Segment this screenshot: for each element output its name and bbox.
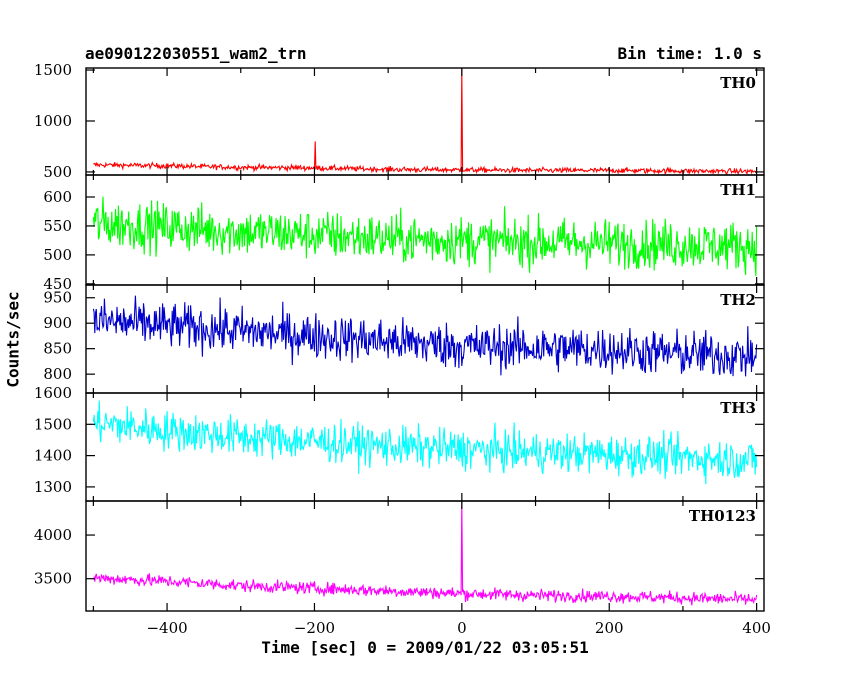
panel-label-th0123: TH0123 [689, 507, 756, 525]
panel-label-th2: TH2 [720, 291, 756, 309]
y-tick-label: 4000 [34, 526, 72, 544]
y-tick-label: 950 [43, 289, 72, 307]
y-tick-label: 1500 [34, 415, 72, 433]
series-line-th1 [92, 196, 758, 277]
x-tick-label: 400 [742, 619, 771, 637]
x-tick-label: −400 [146, 619, 187, 637]
panel-frame-th0123 [85, 500, 765, 612]
y-tick-label: 900 [43, 314, 72, 332]
y-tick-label: 450 [43, 275, 72, 293]
x-tick-label: −200 [294, 619, 335, 637]
series-line-th0123 [92, 500, 758, 606]
panel-label-th1: TH1 [720, 181, 756, 199]
y-tick-label: 550 [43, 217, 72, 235]
panel-label-th3: TH3 [720, 399, 756, 417]
x-tick-label: 0 [457, 619, 467, 637]
x-tick-label: 200 [595, 619, 624, 637]
y-tick-label: 1600 [34, 384, 72, 402]
series-line-th0 [93, 67, 758, 176]
y-tick-label: 1000 [34, 112, 72, 130]
x-axis-label: Time [sec] 0 = 2009/01/22 03:05:51 [261, 638, 589, 657]
y-tick-label: 600 [43, 188, 72, 206]
y-tick-label: 3500 [34, 570, 72, 588]
y-tick-label: 500 [43, 163, 72, 181]
panel-frame-th0 [85, 67, 765, 176]
series-line-th3 [92, 400, 758, 485]
y-tick-label: 1300 [34, 478, 72, 496]
chart-title: ae090122030551_wam2_trn [85, 44, 307, 63]
y-tick-label: 800 [43, 365, 72, 383]
bin-time-label: Bin time: 1.0 s [617, 44, 763, 63]
series-line-th2 [92, 295, 758, 377]
panel-label-th0: TH0 [720, 74, 756, 92]
y-tick-label: 500 [43, 246, 72, 264]
y-tick-label: 850 [43, 340, 72, 358]
y-tick-label: 1400 [34, 447, 72, 465]
y-tick-label: 1500 [34, 61, 72, 79]
